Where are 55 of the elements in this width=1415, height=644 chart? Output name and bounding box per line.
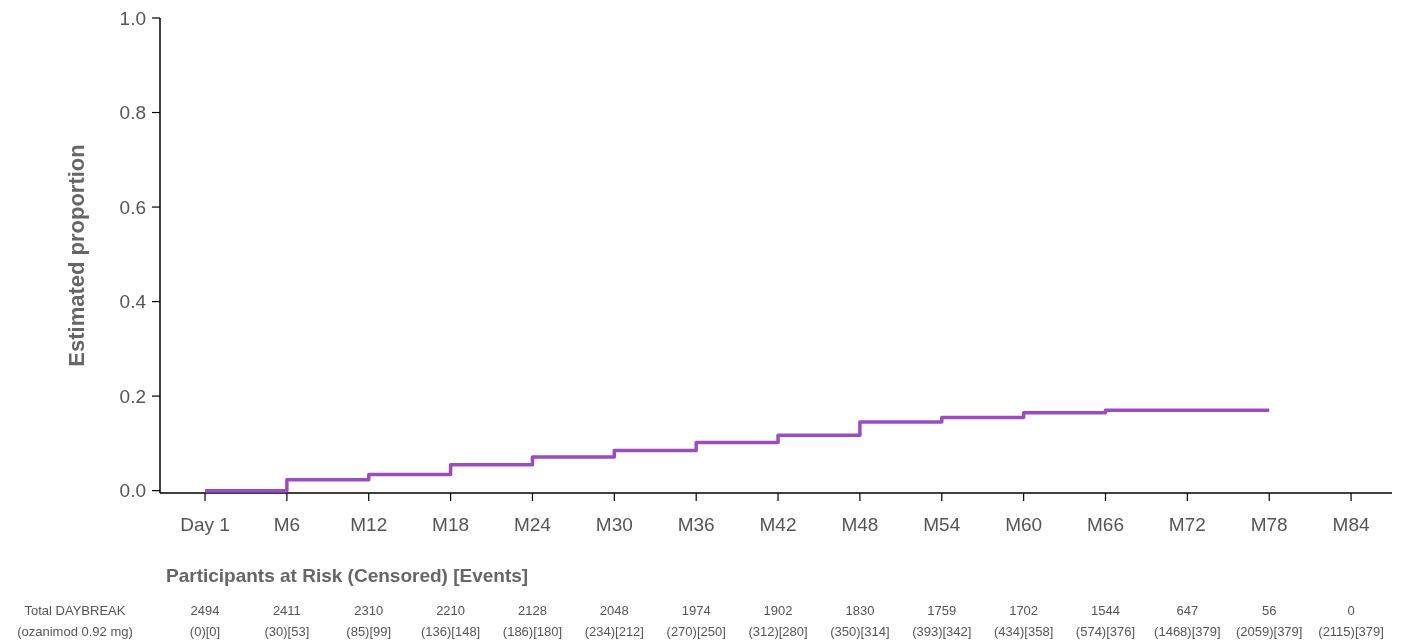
text: (312)[280] — [748, 624, 808, 639]
text: 1830 — [845, 603, 875, 618]
text: (350)[314] — [830, 624, 890, 639]
x-tick-label: M18 — [432, 514, 470, 535]
x-tick-label: M6 — [273, 514, 301, 535]
text: (1468)[379] — [1154, 624, 1221, 639]
text: 1544 — [1091, 603, 1120, 618]
text: 647 — [1176, 603, 1199, 618]
x-tick-label: M48 — [841, 514, 879, 535]
x-tick-label: M24 — [513, 514, 552, 535]
x-tick-label: M78 — [1250, 514, 1288, 535]
text: 1974 — [681, 603, 711, 618]
text: 56 — [1261, 603, 1277, 618]
y-tick-label: 0.4 — [119, 291, 147, 313]
x-tick-label: M66 — [1087, 514, 1124, 535]
text: (ozanimod 0.92 mg) — [17, 624, 133, 639]
text: 2210 — [436, 603, 466, 618]
text: Total DAYBREAK — [24, 603, 126, 618]
text: (2115)[379] — [1318, 624, 1384, 639]
text: 2411 — [272, 603, 301, 618]
text: 2128 — [518, 603, 547, 618]
text: (574)[376] — [1075, 624, 1136, 639]
text: (270)[250] — [666, 624, 726, 639]
x-tick-label: M30 — [595, 514, 633, 535]
x-tick-label: M54 — [923, 514, 961, 535]
text: 2048 — [599, 603, 629, 618]
x-tick-label: M12 — [350, 514, 388, 535]
y-axis-title: Estimated proportion — [64, 144, 89, 367]
x-tick-label: M72 — [1168, 514, 1206, 535]
text: (2059)[379] — [1235, 624, 1303, 639]
y-tick-label: 0.2 — [119, 385, 146, 407]
text: Participants at Risk (Censored) [Events] — [166, 565, 529, 586]
text: (136)[148] — [420, 624, 481, 639]
x-tick-label: M60 — [1005, 514, 1043, 535]
y-tick-label: 1.0 — [119, 7, 146, 29]
text: 2310 — [354, 603, 384, 618]
y-tick-label: 0.8 — [119, 102, 146, 124]
text: 1702 — [1009, 603, 1039, 618]
x-tick-label: M84 — [1332, 514, 1370, 535]
text: (393)[342] — [912, 624, 972, 639]
x-tick-label: Day 1 — [180, 514, 230, 535]
text: 2494 — [190, 603, 220, 618]
text: 0 — [1347, 603, 1355, 618]
x-tick-label: M42 — [759, 514, 797, 535]
text: (85)[99] — [346, 624, 392, 639]
x-tick-label: M36 — [677, 514, 715, 535]
text: (434)[358] — [994, 624, 1054, 639]
text: (30)[53] — [264, 624, 310, 639]
text: 1759 — [927, 603, 957, 618]
text: (186)[180] — [502, 624, 563, 639]
text: (234)[212] — [584, 624, 644, 639]
text: (0)[0] — [189, 624, 221, 639]
y-tick-label: 0.0 — [119, 480, 146, 502]
y-tick-label: 0.6 — [119, 196, 146, 218]
text: 1902 — [763, 603, 793, 618]
